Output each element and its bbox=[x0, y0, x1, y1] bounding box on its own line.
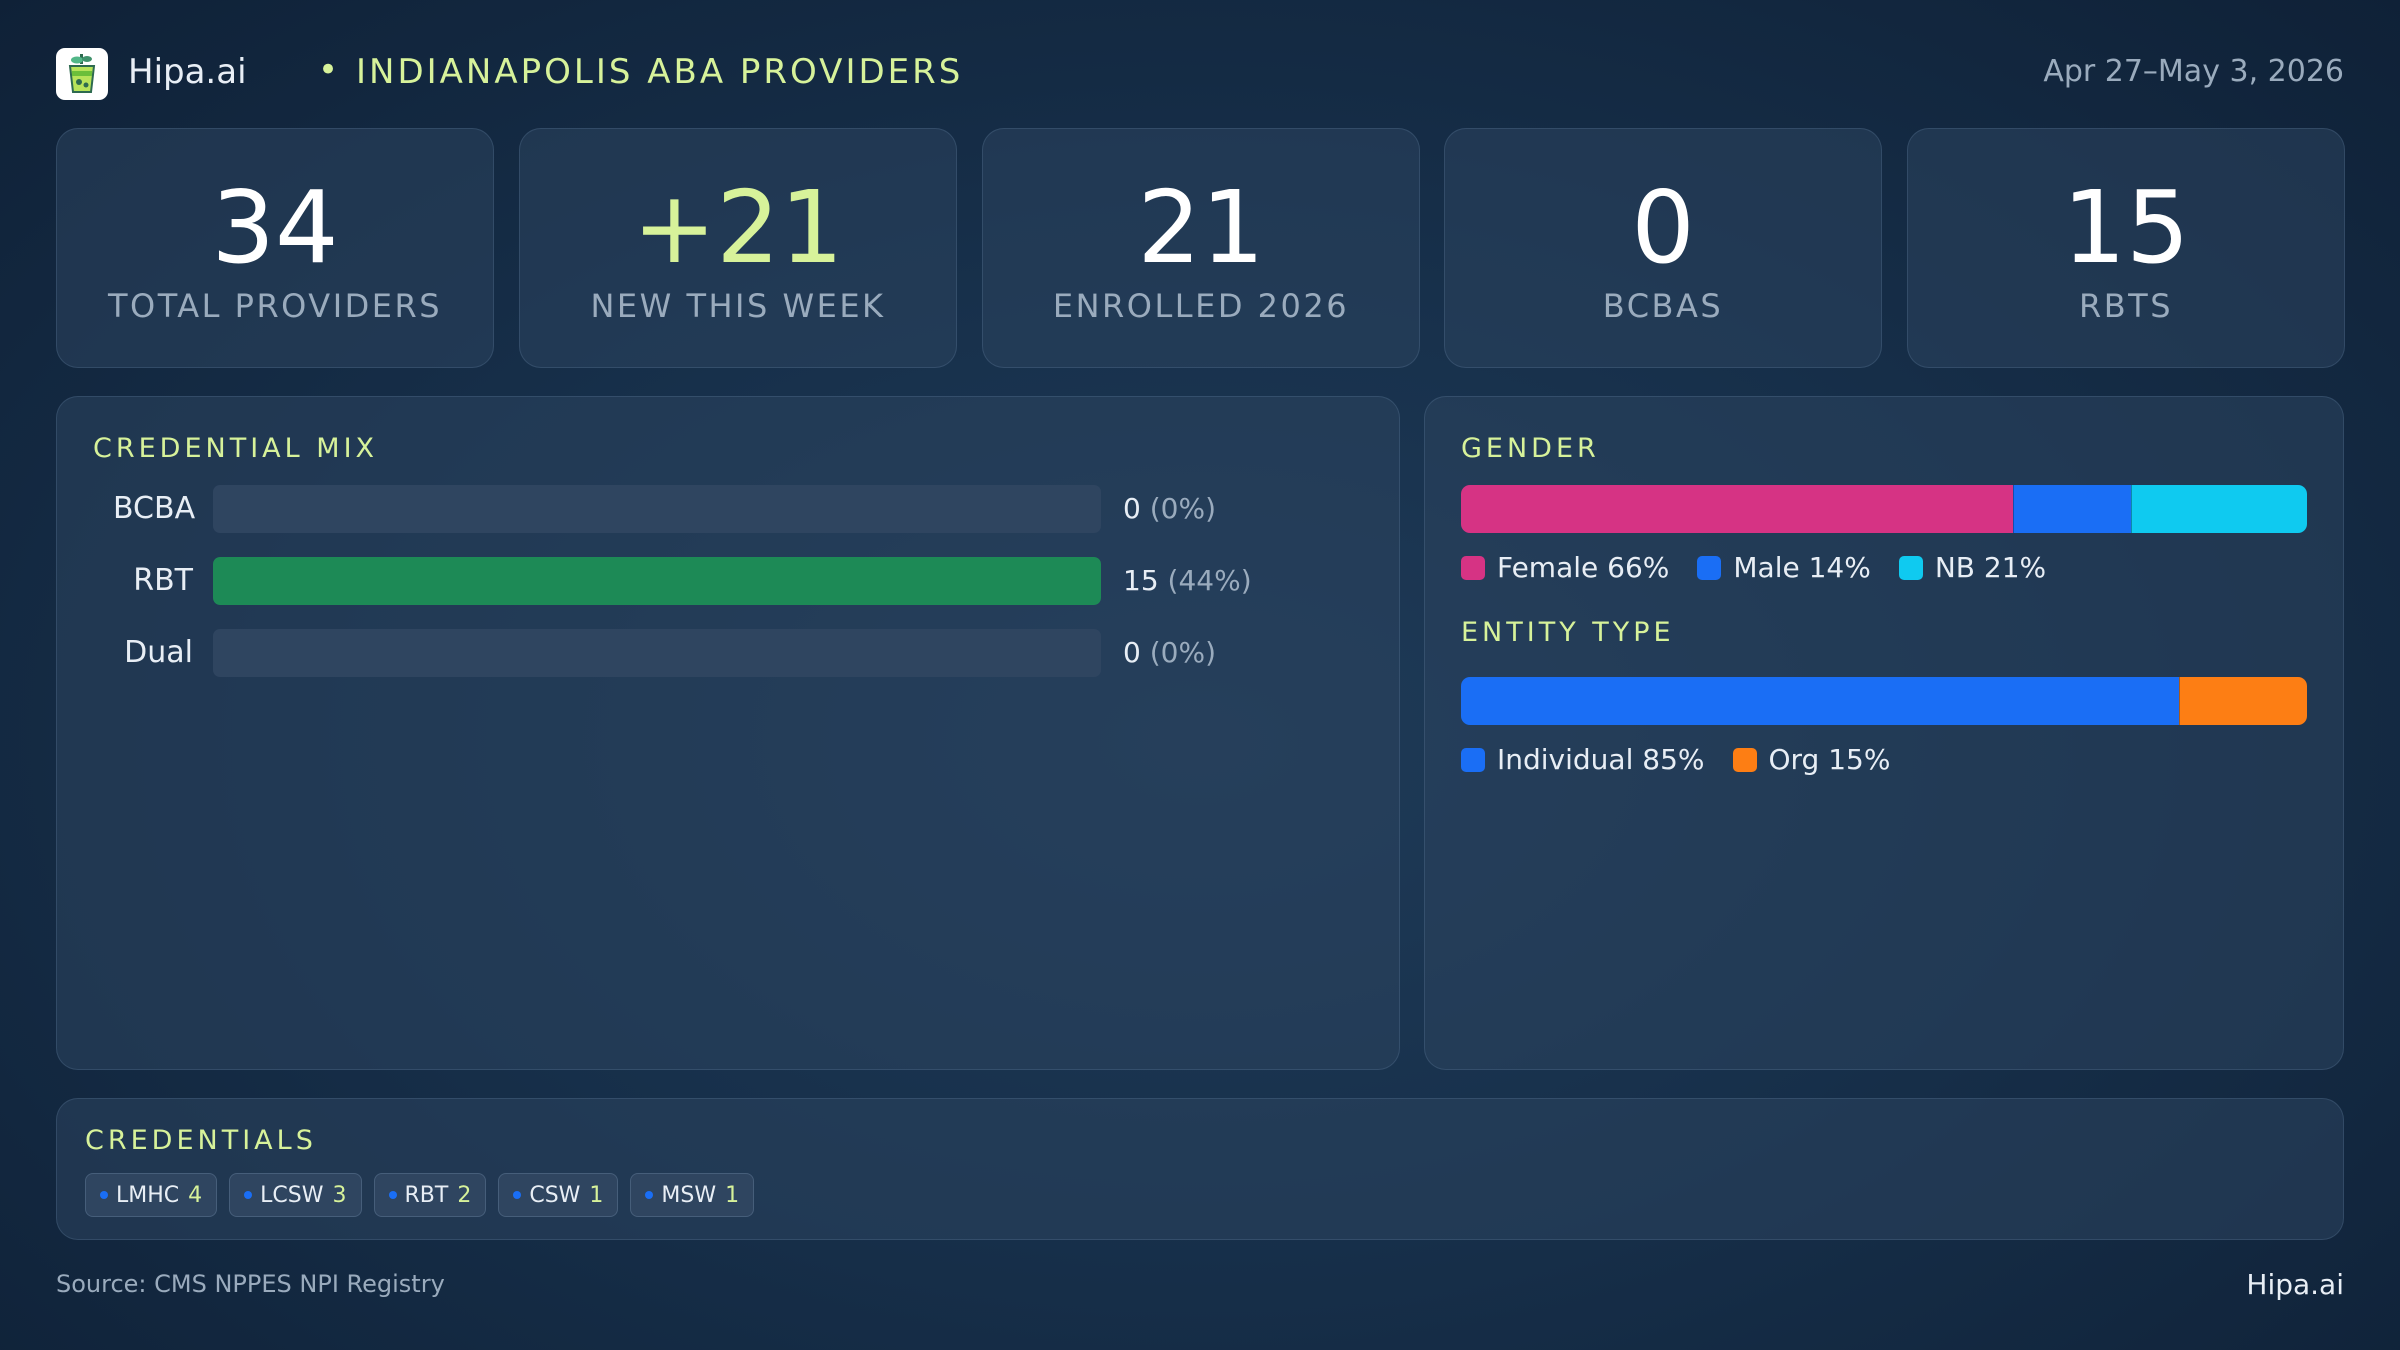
bar-value: 0 bbox=[1123, 492, 1141, 525]
credential-mix-panel: CREDENTIAL MIX BCBA 0 (0%) RBT 15 (44%) … bbox=[56, 396, 1400, 1070]
footer-brand: Hipa.ai bbox=[2246, 1268, 2344, 1301]
chip-dot-icon bbox=[244, 1191, 253, 1199]
stat-value: +21 bbox=[632, 169, 844, 286]
page-title: INDIANAPOLIS ABA PROVIDERS bbox=[356, 52, 964, 92]
credentials-title: CREDENTIALS bbox=[85, 1125, 317, 1156]
stat-label: ENROLLED 2026 bbox=[1052, 287, 1350, 325]
bar-track bbox=[213, 557, 1101, 605]
legend-item-org: Org 15% bbox=[1732, 743, 1891, 776]
chip-label: RBT bbox=[404, 1182, 449, 1208]
legend-swatch bbox=[1732, 747, 1757, 772]
date-range: Apr 27–May 3, 2026 bbox=[2043, 54, 2344, 89]
credential-chip-lmhc: LMHC 4 bbox=[85, 1173, 218, 1217]
chip-count: 1 bbox=[589, 1182, 604, 1208]
chip-dot-icon bbox=[513, 1191, 522, 1199]
bar-value-label: 0 (0%) bbox=[1123, 636, 1216, 669]
stat-value: 0 bbox=[1631, 169, 1695, 286]
stat-card-bcbas: 0 BCBAS bbox=[1444, 128, 1882, 368]
legend-label: Male 14% bbox=[1733, 551, 1871, 584]
brand-name: Hipa.ai bbox=[128, 52, 247, 92]
legend-label: Individual 85% bbox=[1497, 743, 1705, 776]
credentials-panel: CREDENTIALS LMHC 4 LCSW 3 RBT 2 CSW 1 MS… bbox=[56, 1098, 2344, 1240]
legend-item-female: Female 66% bbox=[1461, 551, 1669, 584]
legend-swatch bbox=[1461, 747, 1485, 772]
gender-legend: Female 66% Male 14% NB 21% bbox=[1461, 551, 2074, 584]
bar-category-label: Dual bbox=[124, 635, 193, 670]
credential-chip-lcsw: LCSW 3 bbox=[229, 1173, 362, 1217]
stat-label: NEW THIS WEEK bbox=[590, 287, 886, 325]
stat-value: 34 bbox=[211, 169, 339, 286]
drink-cup-icon bbox=[68, 54, 96, 93]
legend-item-individual: Individual 85% bbox=[1461, 743, 1705, 776]
chip-count: 1 bbox=[725, 1182, 740, 1208]
legend-swatch bbox=[1461, 555, 1485, 580]
logo bbox=[56, 48, 108, 100]
stack-segment-female bbox=[1461, 485, 2013, 533]
bar-value-label: 15 (44%) bbox=[1123, 564, 1252, 597]
bar-fill bbox=[213, 557, 1101, 605]
chip-label: LMHC bbox=[116, 1182, 180, 1208]
legend-swatch bbox=[1898, 555, 1923, 580]
stat-card-total-providers: 34 TOTAL PROVIDERS bbox=[56, 128, 494, 368]
credential-mix-title: CREDENTIAL MIX bbox=[93, 433, 379, 464]
chip-count: 4 bbox=[188, 1182, 203, 1208]
gender-stacked-bar bbox=[1461, 485, 2307, 533]
stat-card-enrolled-2026: 21 ENROLLED 2026 bbox=[982, 128, 1420, 368]
bar-percent: (0%) bbox=[1149, 636, 1217, 669]
legend-label: Org 15% bbox=[1768, 743, 1891, 776]
entity-type-title: ENTITY TYPE bbox=[1461, 617, 1675, 648]
bar-value: 15 bbox=[1123, 564, 1159, 597]
bar-category-label: BCBA bbox=[113, 491, 196, 526]
bar-track bbox=[213, 629, 1101, 677]
credential-chip-csw: CSW 1 bbox=[498, 1173, 619, 1217]
stack-segment-org bbox=[2179, 677, 2307, 725]
legend-item-nb: NB 21% bbox=[1898, 551, 2047, 584]
chip-count: 3 bbox=[332, 1182, 347, 1208]
entity-type-legend: Individual 85% Org 15% bbox=[1461, 743, 1918, 776]
stat-label: TOTAL PROVIDERS bbox=[107, 287, 443, 325]
legend-item-male: Male 14% bbox=[1697, 551, 1871, 584]
bar-category-label: RBT bbox=[133, 563, 193, 598]
stat-label: RBTS bbox=[2078, 287, 2174, 325]
chip-label: LCSW bbox=[260, 1182, 324, 1208]
chip-dot-icon bbox=[100, 1191, 108, 1199]
stat-value: 15 bbox=[2062, 169, 2190, 286]
bar-percent: (44%) bbox=[1167, 564, 1252, 597]
stat-value: 21 bbox=[1137, 169, 1265, 286]
demographics-panel: GENDER Female 66% Male 14% NB 21% ENTITY… bbox=[1424, 396, 2344, 1070]
entity-type-stacked-bar bbox=[1461, 677, 2307, 725]
legend-swatch bbox=[1697, 555, 1722, 580]
stack-segment-nb bbox=[2130, 485, 2307, 533]
credential-chip-msw: MSW 1 bbox=[630, 1173, 755, 1217]
stat-card-rbts: 15 RBTS bbox=[1907, 128, 2345, 368]
chip-count: 2 bbox=[457, 1182, 472, 1208]
title-separator: • bbox=[318, 50, 339, 90]
header: Hipa.ai • INDIANAPOLIS ABA PROVIDERS Apr… bbox=[56, 46, 2344, 102]
stat-label: BCBAS bbox=[1602, 287, 1724, 325]
stack-segment-individual bbox=[1461, 677, 2180, 725]
bar-value: 0 bbox=[1123, 636, 1141, 669]
chip-dot-icon bbox=[645, 1191, 654, 1199]
legend-label: NB 21% bbox=[1934, 551, 2047, 584]
credential-chip-rbt: RBT 2 bbox=[373, 1173, 487, 1217]
chip-label: MSW bbox=[661, 1182, 717, 1208]
stat-card-new-this-week: +21 NEW THIS WEEK bbox=[519, 128, 957, 368]
legend-label: Female 66% bbox=[1497, 551, 1670, 584]
credential-chips: LMHC 4 LCSW 3 RBT 2 CSW 1 MSW 1 bbox=[85, 1173, 766, 1217]
source-note: Source: CMS NPPES NPI Registry bbox=[56, 1270, 445, 1298]
bar-value-label: 0 (0%) bbox=[1123, 492, 1216, 525]
gender-title: GENDER bbox=[1461, 433, 1600, 464]
stack-segment-male bbox=[2012, 485, 2131, 533]
bar-percent: (0%) bbox=[1149, 492, 1217, 525]
chip-label: CSW bbox=[529, 1182, 581, 1208]
chip-dot-icon bbox=[388, 1191, 397, 1199]
bar-track bbox=[213, 485, 1101, 533]
